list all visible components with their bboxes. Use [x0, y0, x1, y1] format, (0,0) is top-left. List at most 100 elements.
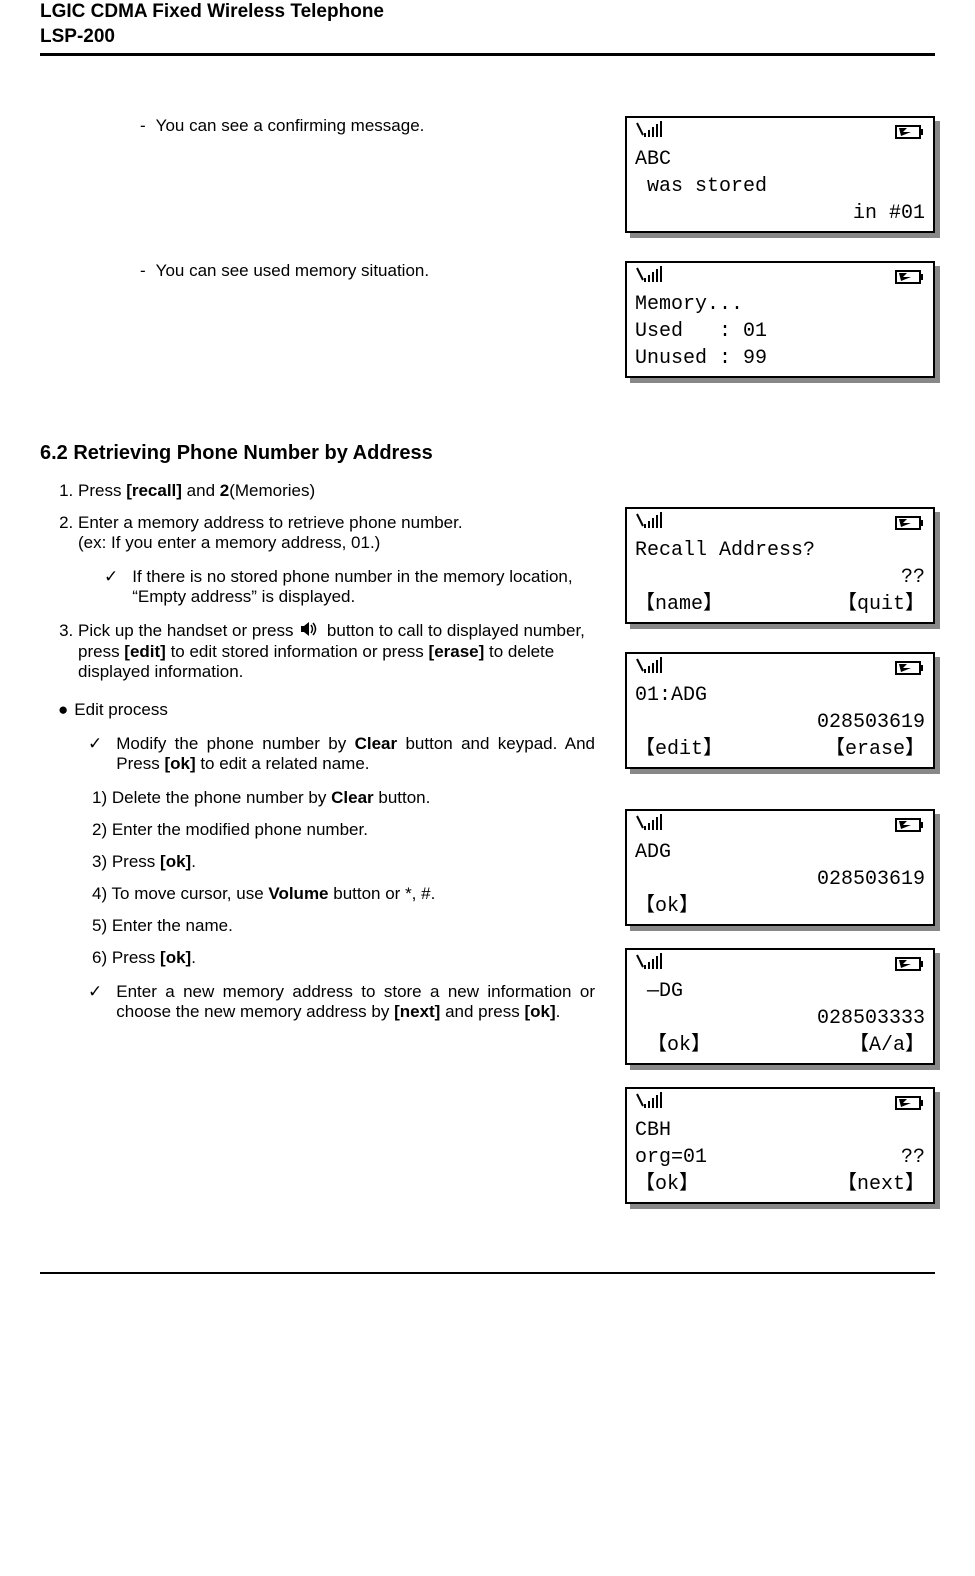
sub3-ok: [ok] — [160, 852, 191, 871]
screen4-line1: 01:ADG — [635, 682, 925, 709]
spacer — [625, 473, 935, 507]
screen6-left: ok — [667, 1034, 691, 1057]
check-icon: ✓ — [88, 734, 102, 774]
status-row — [635, 660, 925, 680]
screen7-left: ok — [655, 1173, 679, 1196]
screen3-line2: ?? — [635, 564, 925, 591]
sub4-volume: Volume — [268, 884, 328, 903]
soft-right: 【next】 — [837, 1171, 925, 1198]
step3-erase: [erase] — [429, 642, 485, 661]
screen-confirm: ABC was stored in #01 — [625, 116, 935, 233]
screen-edit-number: ADG 028503619 【ok】 — [625, 809, 935, 926]
substep-6: 6) Press [ok]. — [92, 948, 595, 968]
screen1-line1: ABC — [635, 146, 925, 173]
status-row — [635, 956, 925, 976]
screen3-left: name — [655, 593, 703, 616]
edit-check1-text: Modify the phone number by Clear button … — [116, 734, 595, 774]
edit-check1-ok: [ok] — [164, 754, 195, 773]
step-1: Press [recall] and 2(Memories) — [78, 481, 595, 501]
soft-left: 【name】 — [635, 591, 723, 618]
confirm-text: You can see a confirming message. — [156, 116, 425, 136]
screen1-col: ABC was stored in #01 — [625, 116, 935, 261]
battery-icon — [895, 657, 925, 684]
screen-store: CBH org=01 ?? 【ok】 【next】 — [625, 1087, 935, 1204]
dash-bullet: - — [140, 116, 146, 136]
battery-icon — [895, 512, 925, 539]
spacer — [625, 624, 935, 652]
status-row — [635, 269, 925, 289]
status-row — [635, 817, 925, 837]
edit-check2-c: and press — [440, 1002, 524, 1021]
sub3-a: 3) Press — [92, 852, 160, 871]
battery-icon — [895, 1092, 925, 1119]
screen4-right: erase — [845, 738, 905, 761]
status-row — [635, 515, 925, 535]
signal-icon — [635, 512, 669, 539]
soft-left: 【ok】 — [635, 1171, 699, 1198]
screen5-line1: ADG — [635, 839, 925, 866]
screen7-line2: org=01 ?? — [635, 1144, 925, 1171]
sub3-c: . — [191, 852, 196, 871]
screen3-right: quit — [857, 593, 905, 616]
edit-check1-clear: Clear — [355, 734, 398, 753]
step3-d: to edit stored information or press — [166, 642, 429, 661]
screen7-softkeys: 【ok】 【next】 — [635, 1171, 925, 1198]
signal-icon — [635, 657, 669, 684]
confirm-dash-item: - You can see a confirming message. — [40, 116, 595, 136]
sub1-a: 1) Delete the phone number by — [92, 788, 331, 807]
signal-icon — [635, 266, 669, 293]
screen6-line1: —DG — [635, 978, 925, 1005]
screen3-line1: Recall Address? — [635, 537, 925, 564]
battery-icon — [895, 121, 925, 148]
screen6-softkeys: 【ok】 【A/a】 — [635, 1032, 925, 1059]
section-6-2-row: Press [recall] and 2(Memories) Enter a m… — [40, 473, 935, 1232]
soft-left: 【ok】 — [635, 1032, 711, 1059]
memory-row: - You can see used memory situation. Mem… — [40, 261, 935, 406]
screen2-line3: Unused : 99 — [635, 345, 925, 372]
screen2-line2: Used : 01 — [635, 318, 925, 345]
step2-text-a: Enter a memory address to retrieve phone… — [78, 513, 463, 532]
sub1-c: button. — [374, 788, 431, 807]
doc-header: LGIC CDMA Fixed Wireless Telephone LSP-2… — [40, 0, 935, 51]
screen4-line2: 028503619 — [635, 709, 925, 736]
signal-icon — [635, 953, 669, 980]
edit-check2-ok: [ok] — [524, 1002, 555, 1021]
edit-substeps: 1) Delete the phone number by Clear butt… — [40, 788, 595, 968]
dash-bullet: - — [140, 261, 146, 281]
section-screens-col: Recall Address? ?? 【name】 【quit】 01:ADG — [625, 473, 935, 1232]
edit-check2-e: . — [556, 1002, 561, 1021]
step2-check: ✓ If there is no stored phone number in … — [78, 567, 595, 607]
memory-text: You can see used memory situation. — [156, 261, 429, 281]
check-icon: ✓ — [104, 567, 118, 607]
screen6-right: A/a — [869, 1034, 905, 1057]
confirm-text-col: - You can see a confirming message. — [40, 116, 605, 166]
screen-recall: Recall Address? ?? 【name】 【quit】 — [625, 507, 935, 624]
screen1-line3: in #01 — [635, 200, 925, 227]
step3-a: Pick up the handset or press — [78, 621, 298, 640]
soft-left: 【edit】 — [635, 736, 723, 763]
step1-text-c: and — [182, 481, 220, 500]
signal-icon — [635, 1092, 669, 1119]
edit-check1-a: Modify the phone number by — [116, 734, 354, 753]
soft-right-empty — [913, 893, 925, 920]
section-6-2-text: Press [recall] and 2(Memories) Enter a m… — [40, 473, 605, 1036]
sub4-c: button or *, #. — [329, 884, 436, 903]
spacer — [625, 926, 935, 948]
step2-check-text: If there is no stored phone number in th… — [132, 567, 595, 607]
step3-edit: [edit] — [124, 642, 166, 661]
doc-title-line2: LSP-200 — [40, 25, 935, 50]
battery-icon — [895, 266, 925, 293]
memory-text-col: - You can see used memory situation. — [40, 261, 605, 311]
check-icon: ✓ — [88, 982, 102, 1022]
soft-right: 【erase】 — [825, 736, 925, 763]
signal-icon — [635, 121, 669, 148]
screen4-softkeys: 【edit】 【erase】 — [635, 736, 925, 763]
substep-2: 2) Enter the modified phone number. — [92, 820, 595, 840]
substep-3: 3) Press [ok]. — [92, 852, 595, 872]
page-root: LGIC CDMA Fixed Wireless Telephone LSP-2… — [0, 0, 975, 1314]
step-3: Pick up the handset or press button to c… — [78, 621, 595, 682]
substep-1: 1) Delete the phone number by Clear butt… — [92, 788, 595, 808]
battery-icon — [895, 814, 925, 841]
spacer — [625, 1065, 935, 1087]
substep-4: 4) To move cursor, use Volume button or … — [92, 884, 595, 904]
